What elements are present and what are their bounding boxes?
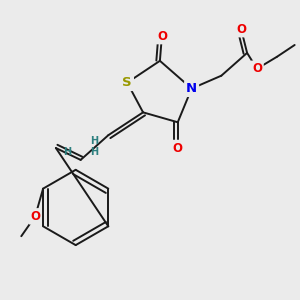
Text: S: S [122,76,132,89]
Text: O: O [236,22,246,36]
Text: N: N [186,82,197,95]
Text: O: O [157,30,167,43]
Text: H: H [63,147,71,157]
Text: O: O [252,62,262,75]
Text: O: O [30,210,40,223]
Text: O: O [173,142,183,154]
Text: H: H [91,136,99,146]
Text: H: H [91,147,99,157]
